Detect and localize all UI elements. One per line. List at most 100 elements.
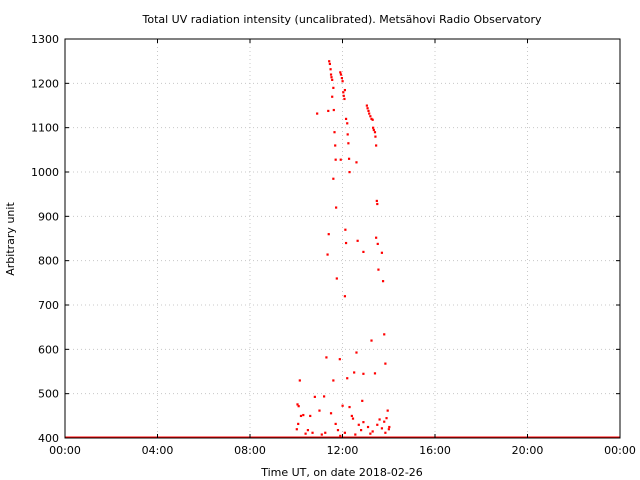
data-point [316, 112, 319, 115]
data-point [334, 158, 337, 161]
y-tick-label: 700 [38, 299, 59, 312]
data-point [343, 431, 347, 434]
data-point [329, 68, 332, 71]
data-point [380, 251, 384, 254]
data-point [375, 199, 378, 203]
y-tick-label: 600 [38, 343, 59, 356]
data-point [327, 109, 330, 113]
data-point [366, 425, 370, 429]
x-tick-label: 16:00 [419, 444, 451, 457]
data-point [372, 128, 375, 132]
data-point [326, 253, 329, 256]
data-point [366, 107, 369, 110]
data-point [328, 60, 331, 63]
data-point [347, 142, 350, 145]
data-point [344, 228, 347, 231]
data-points [295, 60, 391, 437]
data-point [328, 62, 331, 66]
data-point [355, 161, 358, 164]
data-point [384, 431, 387, 434]
data-point [383, 420, 386, 423]
x-tick-label: 20:00 [512, 444, 544, 457]
data-point [351, 417, 355, 420]
data-point [356, 239, 359, 242]
x-tick-label: 00:00 [604, 444, 636, 457]
data-point [368, 112, 371, 115]
data-point [344, 241, 348, 245]
y-tick-label: 500 [38, 388, 59, 401]
y-axis-ticks: 400 500 600 700 800 900 1000 1100 1200 1300 [31, 33, 620, 445]
data-point [361, 399, 364, 402]
data-point [354, 433, 357, 436]
data-point [332, 108, 335, 112]
data-point [302, 413, 305, 417]
data-point [339, 73, 343, 76]
data-point [334, 144, 337, 147]
data-point [369, 432, 372, 435]
data-point [320, 433, 323, 436]
y-tick-label: 1200 [31, 77, 59, 90]
data-point [324, 431, 327, 434]
data-point [375, 144, 378, 147]
x-tick-label: 08:00 [234, 444, 266, 457]
data-point [385, 417, 388, 420]
data-point [357, 423, 360, 426]
data-point [377, 268, 380, 271]
data-point [333, 131, 336, 134]
data-point [353, 371, 356, 374]
grid [65, 39, 620, 438]
data-point [342, 94, 345, 97]
data-point [346, 133, 349, 136]
data-point [297, 422, 300, 426]
data-point [329, 412, 333, 415]
data-point [370, 339, 373, 342]
data-point [360, 429, 363, 432]
y-tick-label: 400 [38, 432, 59, 445]
data-point [309, 414, 312, 418]
data-point [387, 428, 390, 431]
data-point [336, 429, 340, 432]
data-point [362, 421, 365, 424]
data-point [362, 372, 365, 375]
data-point [338, 358, 341, 361]
data-point [381, 280, 385, 283]
data-point [339, 158, 342, 161]
data-point [325, 356, 328, 359]
chart-title: Total UV radiation intensity (uncalibrat… [142, 13, 542, 26]
data-point [335, 277, 338, 280]
y-axis-label: Arbitrary unit [4, 202, 17, 276]
data-point [296, 403, 299, 406]
y-tick-label: 1300 [31, 33, 59, 46]
data-point [306, 429, 310, 432]
data-point [341, 404, 344, 407]
data-point [330, 76, 333, 79]
plot-frame [64, 38, 621, 439]
data-point [371, 430, 374, 433]
data-point [331, 95, 334, 98]
data-point [299, 414, 303, 418]
data-point [344, 117, 348, 120]
data-point [335, 206, 338, 209]
data-point [313, 395, 316, 398]
y-tick-label: 900 [38, 210, 59, 223]
data-point [365, 104, 368, 107]
data-point [339, 434, 342, 437]
data-point [388, 425, 391, 429]
data-point [342, 91, 345, 94]
data-point [375, 236, 378, 239]
data-point [343, 295, 347, 298]
data-point [373, 131, 377, 134]
x-axis-ticks: 00:00 04:00 08:00 12:00 16:00 20:00 00:00 [49, 39, 636, 457]
data-point [346, 122, 349, 125]
data-point [367, 109, 370, 113]
data-point [376, 242, 379, 246]
data-point [370, 117, 373, 120]
data-point [348, 171, 351, 174]
x-tick-label: 00:00 [49, 444, 81, 457]
data-point [372, 126, 375, 129]
data-point [376, 202, 379, 206]
data-point [350, 414, 353, 418]
data-point [334, 422, 337, 426]
data-point [380, 427, 384, 430]
